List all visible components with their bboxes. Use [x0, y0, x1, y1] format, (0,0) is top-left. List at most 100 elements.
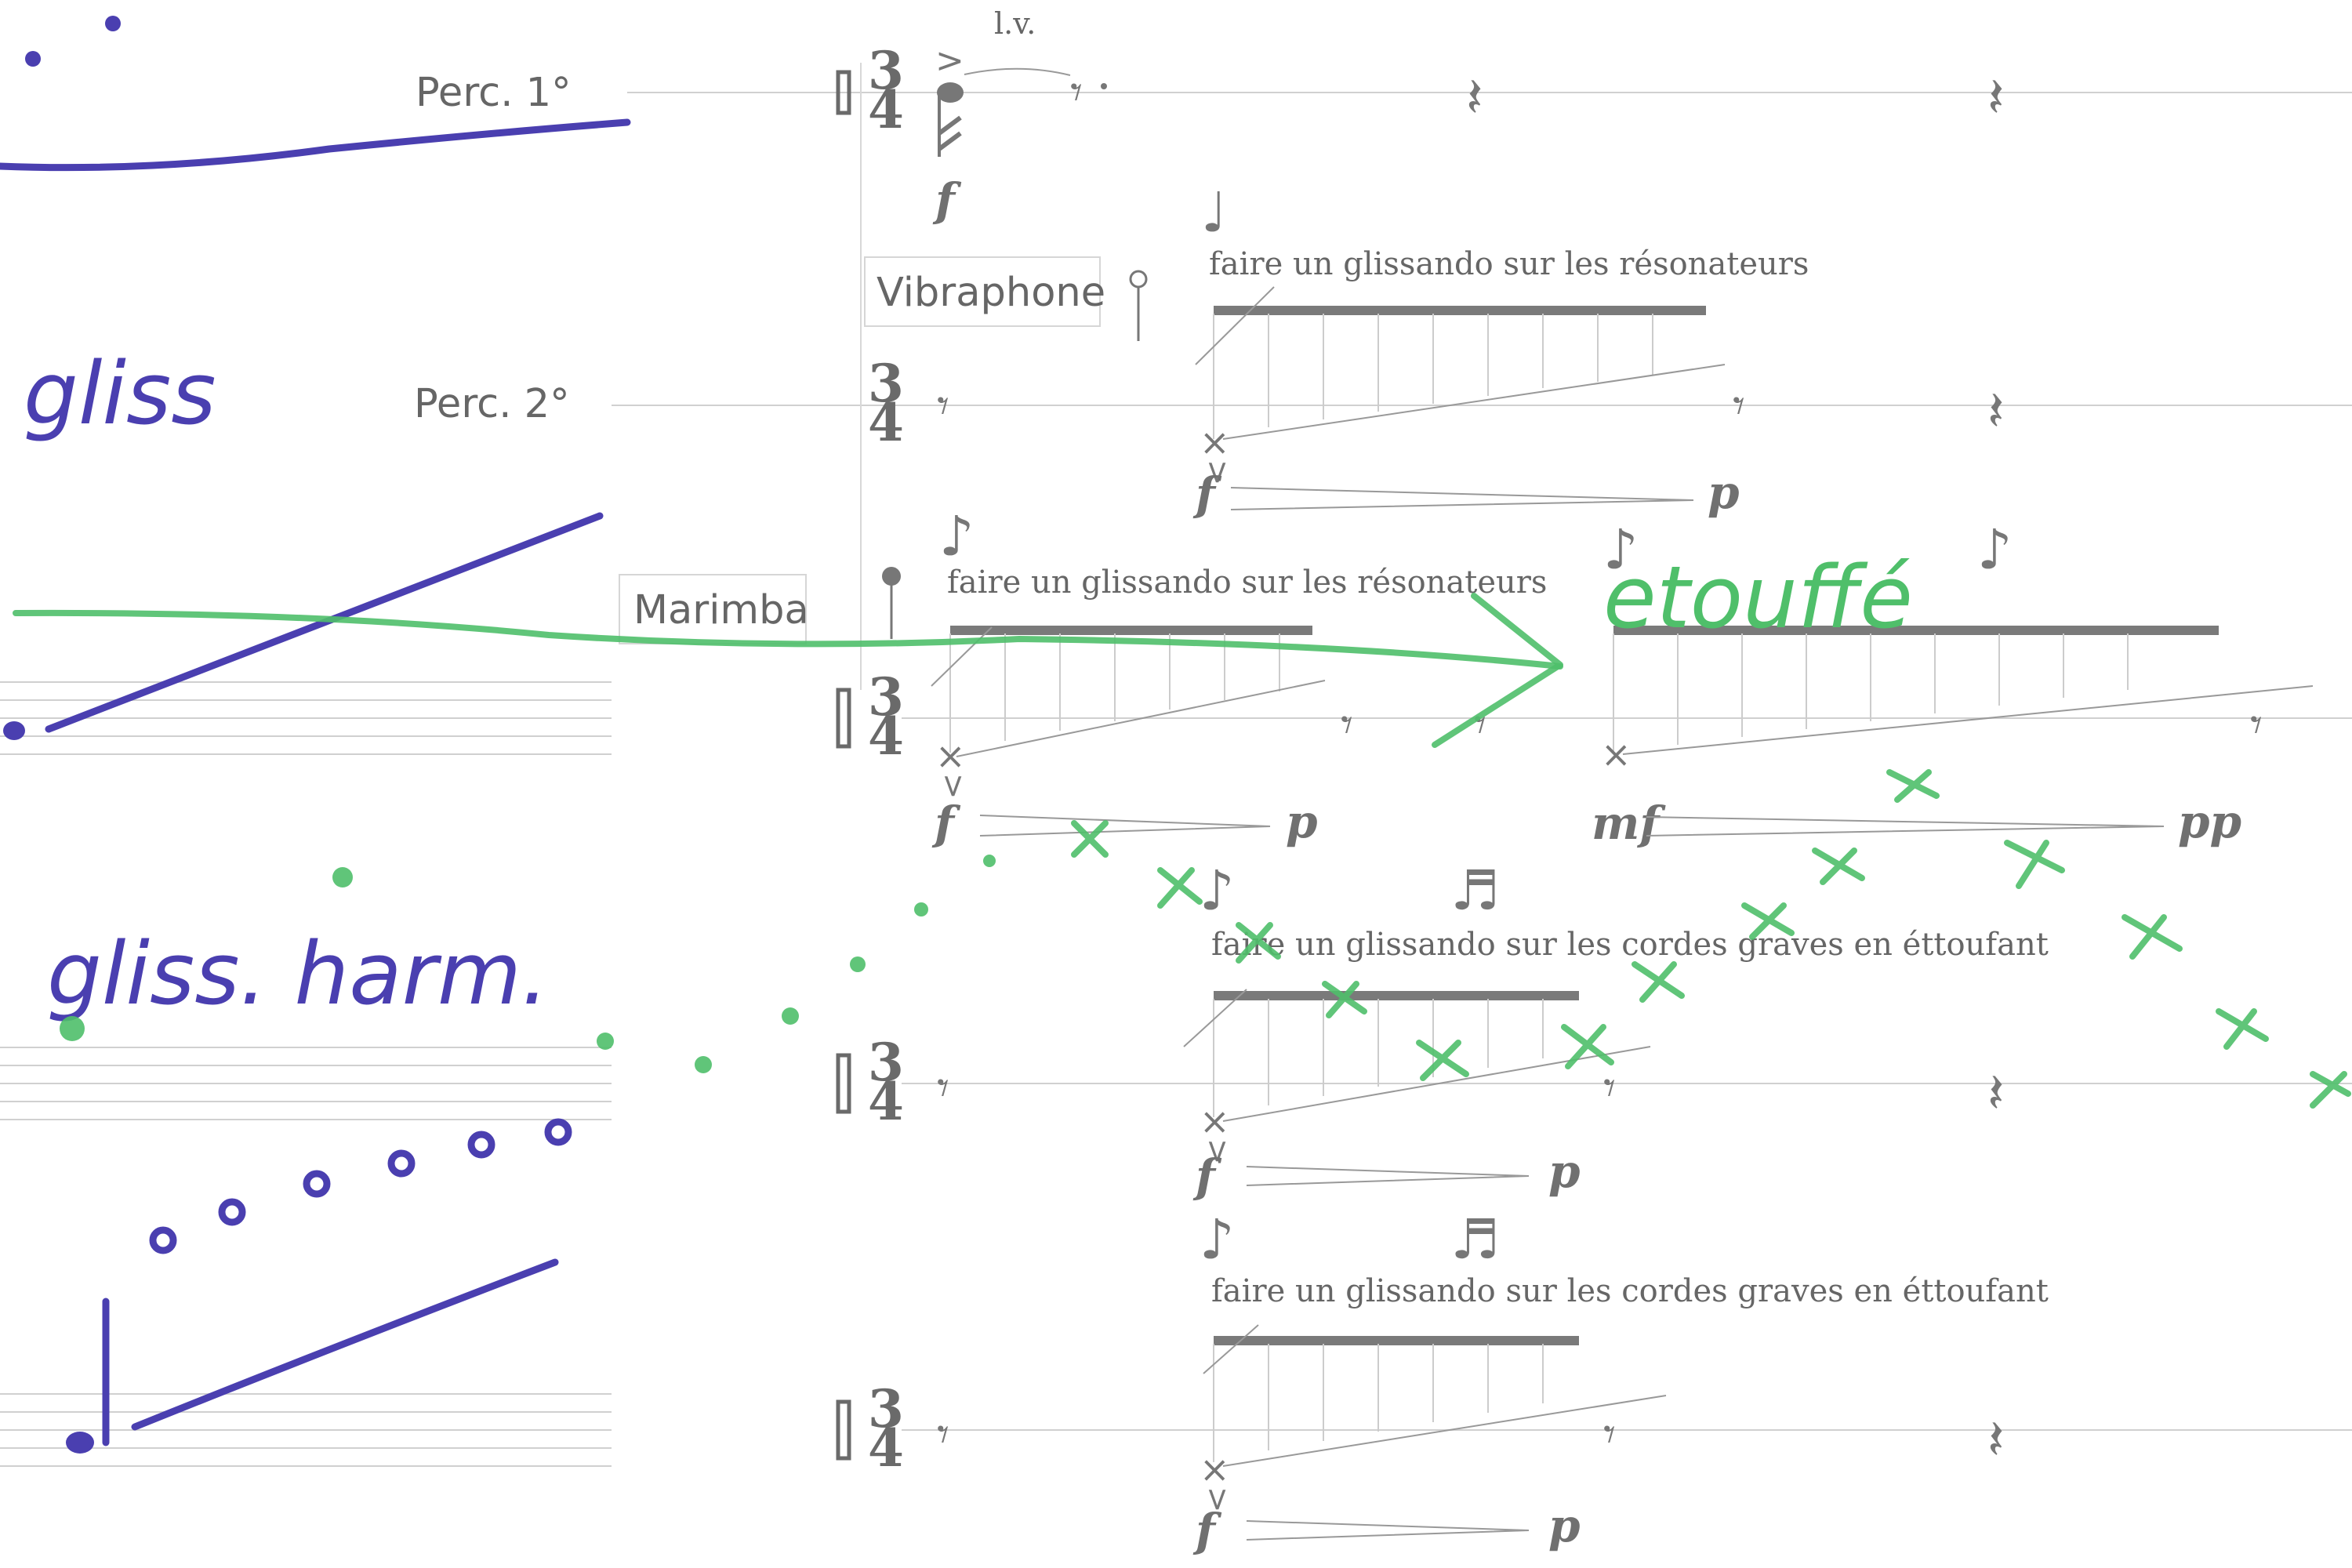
eighth-rest: 𝄾 — [1603, 1407, 1616, 1462]
time-signature-top: 3 — [868, 40, 904, 101]
glissando-stems — [1213, 999, 1544, 1117]
time-signature-top: 3 — [868, 666, 904, 728]
green-arrowhead — [1432, 593, 1563, 748]
time-signature-bottom: 4 — [868, 79, 904, 140]
percussion-clef-4 — [836, 1053, 851, 1114]
glissando-line — [1222, 1395, 1667, 1467]
dynamic-p: p — [1548, 1145, 1581, 1198]
time-signature-top: 3 — [868, 1032, 904, 1093]
perc1-measure: l.v. > 𝄾 𝄽 𝄽 f — [932, 6, 2004, 227]
glissando-instruction: faire un glissando sur les résonateurs — [1209, 246, 1809, 282]
blue-gliss-line — [131, 1258, 559, 1431]
eighth-note-tempo: ♪ — [1200, 858, 1235, 923]
x-note-head: × — [1601, 733, 1632, 775]
x-note-head: × — [1200, 421, 1230, 463]
percussion-clef-1 — [836, 70, 851, 115]
glissando-instruction: faire un glissando sur les cordes graves… — [1211, 927, 2049, 963]
instrument-label-perc2: Perc. 2° — [414, 381, 570, 427]
mallet-icon — [1129, 270, 1148, 289]
dynamic-mf: mf — [1592, 797, 1666, 850]
quarter-rest: 𝄽 — [1987, 1407, 2004, 1472]
eighth-rest: 𝄾 — [2250, 698, 2263, 753]
eighth-rest: 𝄾 — [937, 1061, 949, 1116]
quarter-rest: 𝄽 — [1987, 1061, 2004, 1125]
eighth-note-tempo: ♪ — [1977, 517, 2013, 582]
quarter-rest: 𝄽 — [1987, 379, 2004, 443]
decrescendo-hairpin — [1230, 487, 1694, 510]
accent-mark: > — [1200, 1486, 1236, 1513]
dynamic-f: f — [932, 173, 962, 227]
dynamic-pp: pp — [2178, 795, 2241, 848]
glissando-line — [956, 680, 1326, 757]
tremolo-strokes — [938, 115, 962, 151]
green-dots — [60, 855, 996, 1073]
sixteenth-note-tempo: ♬ — [1450, 858, 1500, 923]
handwritten-gliss-harm: gliss. harm. — [47, 924, 549, 1024]
eighth-rest: 𝄾 — [1341, 698, 1353, 753]
glissando-line — [1222, 1046, 1651, 1122]
green-annotations: etouffé — [13, 547, 2351, 1109]
glissando-instruction: faire un glissando sur les résonateurs — [947, 564, 1547, 601]
rest-dot — [1101, 83, 1107, 89]
harmonic-circles — [149, 1118, 572, 1254]
eighth-rest: 𝄾 — [1733, 379, 1745, 434]
eighth-rest: 𝄾 — [937, 379, 949, 434]
quarter-rest: 𝄽 — [1466, 65, 1483, 129]
perc2-measure: ♩ faire un glissando sur les résonateurs… — [937, 180, 2004, 521]
handwritten-gliss: gliss — [24, 343, 216, 444]
eighth-rest: 𝄾 — [937, 1407, 949, 1462]
glissando-stems — [1613, 633, 2129, 753]
lv-tie — [964, 67, 1071, 76]
handwritten-etouffe: etouffé — [1603, 547, 1913, 648]
marimba-label-box: Marimba — [619, 574, 809, 644]
percussion-clef-3 — [836, 688, 851, 749]
decrescendo-hairpin — [1246, 1520, 1530, 1541]
dynamic-f: f — [931, 797, 961, 850]
accent-mark: > — [935, 41, 964, 81]
decrescendo-hairpin — [979, 815, 1271, 837]
percussion-clef-5 — [836, 1399, 851, 1461]
dynamic-p: p — [1286, 795, 1318, 848]
time-signature-bottom: 4 — [868, 706, 904, 767]
mallet-icon — [882, 567, 901, 586]
vibraphone-label-box: Vibraphone — [864, 256, 1105, 327]
eighth-note-tempo: ♪ — [1200, 1207, 1235, 1272]
decrescendo-hairpin — [1246, 1166, 1530, 1186]
time-signature-bottom: 4 — [868, 1417, 904, 1479]
note-head — [937, 82, 964, 103]
eighth-rest: 𝄾 — [1070, 65, 1083, 120]
quarter-rest: 𝄽 — [1987, 65, 2004, 129]
dynamic-p: p — [1708, 466, 1740, 519]
blue-gliss-line — [0, 118, 631, 172]
time-signature-top: 3 — [868, 353, 904, 414]
x-note-head: × — [935, 735, 966, 777]
eighth-note-tempo: ♪ — [1603, 517, 1639, 582]
eighth-rest: 𝄾 — [1474, 698, 1486, 753]
time-signature-top: 3 — [868, 1378, 904, 1439]
green-x-marks — [1071, 769, 2351, 1109]
sixteenth-note-tempo: ♬ — [1450, 1207, 1500, 1272]
quarter-note-tempo: ♩ — [1201, 180, 1227, 245]
system-4-measure: ♪ ♬ faire un glissando sur les cordes gr… — [937, 858, 2049, 1203]
decrescendo-hairpin — [1646, 816, 2165, 837]
time-signature-bottom: 4 — [868, 1071, 904, 1132]
blue-gliss-line — [45, 512, 604, 733]
green-arrow — [13, 609, 1563, 670]
glissando-line — [1622, 685, 2314, 755]
eighth-rest: 𝄾 — [1603, 1061, 1616, 1116]
dynamic-p: p — [1548, 1499, 1581, 1552]
accent-mark: > — [1200, 1138, 1236, 1165]
blue-annotations: gliss gliss. harm. — [0, 16, 631, 1454]
instrument-label-vibraphone: Vibraphone — [877, 270, 1105, 316]
glissando-stems — [949, 633, 1280, 753]
instrument-label-marimba: Marimba — [633, 587, 809, 633]
x-note-head: × — [1200, 1100, 1230, 1142]
marimba-measure: ♪ faire un glissando sur les résonateurs… — [882, 504, 2314, 850]
system-5-measure: ♪ ♬ faire un glissando sur les cordes gr… — [937, 1207, 2049, 1557]
glissando-instruction: faire un glissando sur les cordes graves… — [1211, 1273, 2049, 1309]
accent-mark: > — [935, 773, 971, 800]
staff-lines — [0, 63, 2352, 1467]
instrument-label-perc1: Perc. 1° — [416, 70, 572, 116]
glissando-stems — [1213, 314, 1653, 439]
